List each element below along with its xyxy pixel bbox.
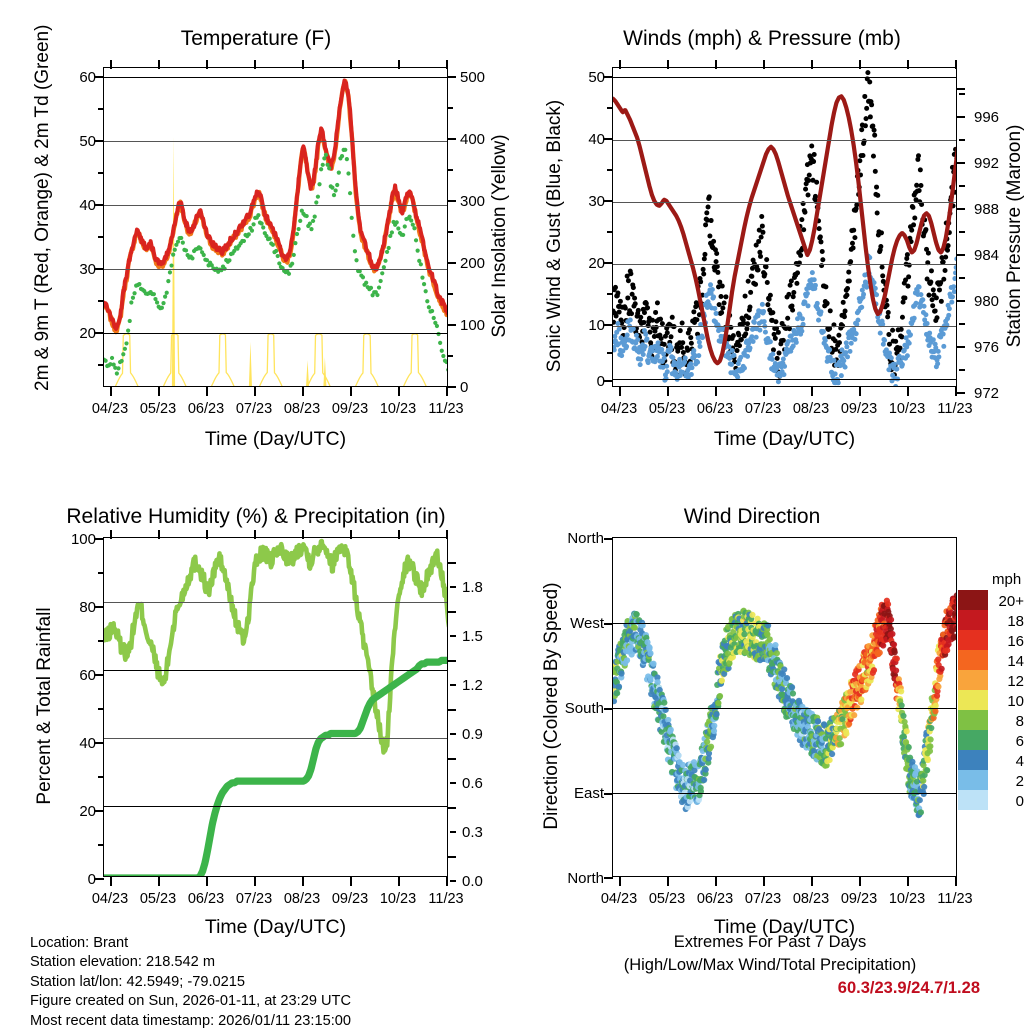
station-info-footer: Location: Brant Station elevation: 218.5…	[30, 934, 351, 1031]
footer-line-timestamp: Most recent data timestamp: 2026/01/11 2…	[30, 1012, 351, 1029]
footer-line-elevation: Station elevation: 218.542 m	[30, 954, 215, 971]
colorbar-swatch	[958, 630, 988, 650]
colorbar-label: 16	[1007, 633, 1024, 650]
winddir-scatter	[613, 592, 956, 819]
humidity-series	[104, 538, 447, 876]
temperature-plot-area	[103, 67, 448, 387]
colorbar-swatch	[958, 790, 988, 810]
panel-wind-direction: Wind Direction Direction (Colored By Spe…	[512, 460, 1024, 938]
temperature-ylabel-left: 2m & 9m T (Red, Orange) & 2m Td (Green)	[32, 24, 53, 391]
humidity-title: Relative Humidity (%) & Precipitation (i…	[66, 505, 446, 528]
colorbar-swatch	[958, 750, 988, 770]
panel-humidity-precip: Relative Humidity (%) & Precipitation (i…	[0, 460, 512, 938]
extremes-subheading: (High/Low/Max Wind/Total Precipitation)	[623, 956, 917, 974]
temperature-series	[104, 78, 447, 386]
temperature-xlabel: Time (Day/UTC)	[204, 428, 347, 450]
footer-line-created: Figure created on Sun, 2026-01-11, at 23…	[30, 993, 351, 1010]
winds-ylabel-left: Sonic Wind & Gust (Blue, Black)	[544, 99, 565, 373]
colorbar-label: 8	[1015, 713, 1024, 730]
winddir-colorbar: mph 20+ 18 16 14 12 10 8 6 4 2 0	[958, 572, 1024, 832]
panel-temperature: Temperature (F) 2m & 9m T (Red, Orange) …	[0, 0, 512, 460]
extremes-heading: Extremes For Past 7 Days	[673, 933, 867, 951]
colorbar-label: 2	[1015, 773, 1024, 790]
humidity-xlabel: Time (Day/UTC)	[204, 916, 347, 938]
winds-title: Winds (mph) & Pressure (mb)	[623, 27, 901, 50]
winds-series	[613, 70, 956, 386]
colorbar-label: 14	[1007, 653, 1024, 670]
winddir-plot-area	[612, 537, 957, 877]
winddir-xlabel: Time (Day/UTC)	[713, 916, 856, 938]
colorbar-swatch	[958, 770, 988, 790]
colorbar-label: 20+	[998, 593, 1024, 610]
colorbar-swatch	[958, 590, 988, 610]
colorbar-label: 0	[1015, 793, 1024, 810]
colorbar-swatch	[958, 710, 988, 730]
winds-xlabel: Time (Day/UTC)	[713, 428, 856, 450]
colorbar-unit: mph	[992, 571, 1022, 588]
winds-plot-area	[612, 67, 957, 387]
colorbar-label: 6	[1015, 733, 1024, 750]
colorbar-swatch	[958, 610, 988, 630]
colorbar-swatch	[958, 650, 988, 670]
winds-ylabel-right: Station Pressure (Maroon)	[1004, 124, 1024, 348]
colorbar-label: 12	[1007, 673, 1024, 690]
panel-winds-pressure: Winds (mph) & Pressure (mb) Sonic Wind &…	[512, 0, 1024, 460]
extremes-value: 60.3/23.9/24.7/1.28	[560, 977, 984, 1000]
colorbar-label: 10	[1007, 693, 1024, 710]
temperature-title: Temperature (F)	[180, 27, 332, 50]
winddir-title: Wind Direction	[683, 505, 821, 528]
colorbar-swatch	[958, 690, 988, 710]
extremes-block: Extremes For Past 7 Days (High/Low/Max W…	[560, 931, 980, 1000]
footer-line-latlon: Station lat/lon: 42.5949; -79.0215	[30, 973, 246, 990]
extremes-value-text: 60.3/23.9/24.7/1.28	[837, 979, 980, 997]
colorbar-label: 18	[1007, 613, 1024, 630]
temperature-ylabel-right: Solar Insolation (Yellow)	[489, 134, 510, 338]
colorbar-swatch	[958, 670, 988, 690]
colorbar-label: 4	[1015, 753, 1024, 770]
colorbar-swatch	[958, 730, 988, 750]
footer-line-location: Location: Brant	[30, 935, 129, 951]
humidity-plot-area	[103, 537, 448, 877]
